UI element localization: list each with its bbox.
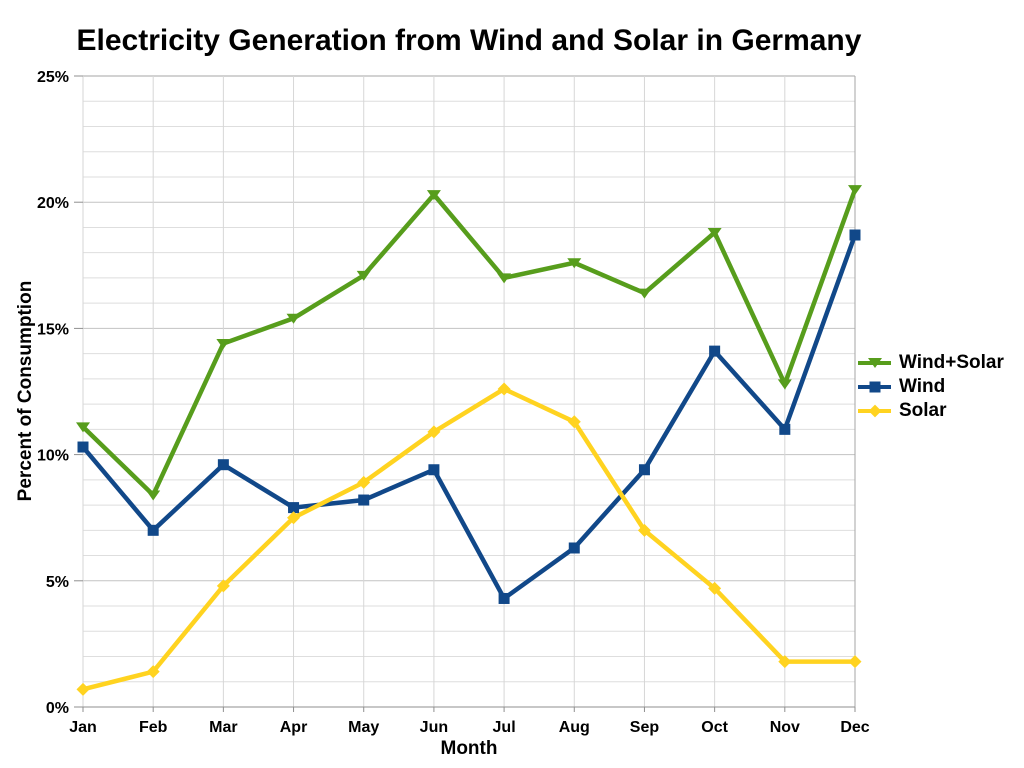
legend-item-wind: Wind <box>858 375 1004 399</box>
x-tick-label: Apr <box>280 719 308 736</box>
y-tick-label: 0% <box>46 700 69 717</box>
x-tick-label: Mar <box>209 719 237 736</box>
x-tick-label: Jun <box>420 719 448 736</box>
legend-item-solar: Solar <box>858 399 1004 423</box>
x-tick-label: Aug <box>559 719 590 736</box>
x-tick-label: Sep <box>630 719 660 736</box>
x-tick-label: Oct <box>701 719 728 736</box>
y-tick-label: 25% <box>37 69 69 86</box>
x-tick-label: Nov <box>770 719 800 736</box>
square-icon <box>869 381 880 393</box>
series-wind-solar-markers <box>76 185 862 501</box>
series-solar-markers <box>76 382 862 696</box>
y-tick-label: 15% <box>37 321 69 338</box>
x-tick-label: Jan <box>69 719 97 736</box>
legend: Wind+Solar Wind Solar <box>858 351 1004 423</box>
chart-title: Electricity Generation from Wind and Sol… <box>76 24 862 57</box>
legend-marker-wind-icon <box>858 381 891 393</box>
gridlines <box>82 75 856 708</box>
legend-label-solar: Solar <box>899 400 947 421</box>
legend-marker-wind-solar-icon <box>858 358 891 368</box>
y-tick-label: 20% <box>37 195 69 212</box>
diamond-icon <box>868 404 881 418</box>
axes <box>74 75 856 712</box>
y-tick-label: 10% <box>37 448 69 465</box>
legend-item-wind-solar: Wind+Solar <box>858 351 1004 375</box>
x-axis-title: Month <box>440 738 498 759</box>
x-axis-tick-labels: Jan Feb Mar Apr May Jun Jul Aug Sep Oct Nov Dec <box>69 719 870 736</box>
series-solar-line <box>82 386 855 692</box>
x-tick-label: Feb <box>139 719 168 736</box>
series-wind-line <box>81 234 858 602</box>
x-tick-label: May <box>348 719 379 736</box>
legend-label-wind-solar: Wind+Solar <box>899 352 1004 373</box>
x-tick-label: Jul <box>493 719 516 736</box>
legend-marker-solar-icon <box>858 404 891 418</box>
series-wind-markers <box>77 229 861 604</box>
series-wind-solar-line <box>81 188 858 499</box>
y-axis-tick-labels: 0% 5% 10% 15% 20% 25% <box>37 69 69 717</box>
y-tick-label: 5% <box>46 574 69 591</box>
x-tick-label: Dec <box>840 719 869 736</box>
triangle-down-icon <box>867 358 882 368</box>
legend-label-wind: Wind <box>899 376 946 397</box>
